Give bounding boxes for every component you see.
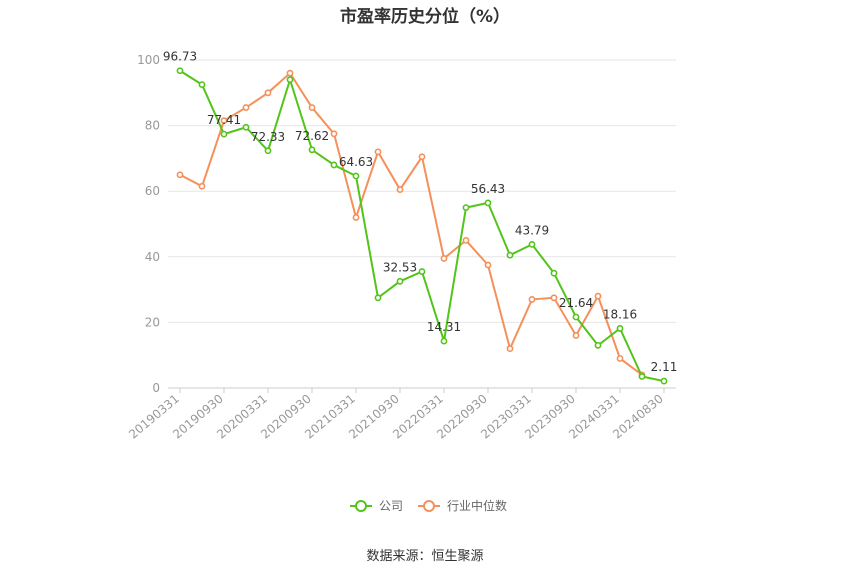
series-line-0 (179, 69, 665, 383)
data-point (352, 172, 360, 180)
data-point (352, 214, 360, 221)
data-point (286, 76, 294, 84)
data-point (198, 81, 206, 88)
legend-swatch-marker (423, 500, 435, 512)
data-point (396, 186, 404, 193)
data-point (506, 345, 514, 353)
data-point (440, 337, 448, 345)
data-labels: 96.73 77.41 72.33 72.62 64.63 32.53 14.31 56.43… (163, 50, 678, 374)
data-point (572, 313, 580, 321)
data-point (242, 123, 250, 131)
data-label: 96.73 (163, 50, 197, 64)
data-label: 2.11 (651, 360, 678, 374)
data-point (484, 199, 492, 207)
grid-lines (168, 59, 676, 323)
data-point (308, 146, 316, 154)
data-point (198, 182, 206, 190)
data-point (220, 130, 228, 138)
data-label: 32.53 (383, 260, 417, 274)
data-point (550, 294, 558, 302)
series-line-1 (179, 71, 643, 376)
data-point (308, 104, 316, 111)
data-point (572, 332, 580, 339)
data-label: 21.64 (559, 296, 593, 310)
data-point (462, 236, 470, 244)
data-point (550, 269, 558, 277)
chart-title: 市盈率历史分位（%） (339, 7, 511, 27)
data-label: 72.33 (251, 130, 285, 144)
data-point (660, 377, 668, 385)
legend-label: 公司 (379, 499, 403, 513)
y-tick-label: 60 (145, 184, 160, 198)
axes: 0204060801002019033120190930202003312020… (126, 53, 676, 442)
data-point (616, 325, 624, 332)
data-point (528, 296, 536, 303)
data-point (374, 148, 382, 156)
data-point (440, 255, 448, 262)
data-point (396, 277, 404, 285)
data-point (462, 204, 470, 211)
data-label: 43.79 (515, 223, 549, 237)
data-point (330, 130, 338, 138)
data-point (264, 147, 272, 155)
data-point (594, 341, 602, 349)
data-point (638, 373, 646, 380)
data-point (418, 153, 426, 161)
data-label: 77.41 (207, 113, 241, 127)
data-point (506, 251, 514, 259)
data-point (264, 89, 272, 97)
data-source: 数据来源：恒生聚源 (366, 549, 484, 564)
y-tick-label: 100 (137, 53, 160, 67)
data-point (374, 294, 382, 302)
data-point (330, 161, 338, 169)
data-label: 14.31 (427, 320, 461, 334)
data-point (176, 67, 184, 75)
y-tick-label: 20 (145, 315, 160, 329)
data-point (176, 171, 184, 179)
data-point (220, 117, 228, 125)
legend-label: 行业中位数 (447, 498, 507, 513)
data-label: 56.43 (471, 182, 505, 196)
data-point (528, 240, 536, 248)
legend: 公司 行业中位数 (350, 498, 507, 513)
data-point (594, 292, 602, 300)
data-point (286, 69, 294, 77)
series-layer (176, 67, 668, 385)
y-tick-label: 0 (152, 381, 160, 395)
data-point (242, 104, 250, 111)
data-label: 64.63 (339, 155, 373, 169)
data-point (418, 268, 426, 275)
data-point (616, 355, 624, 362)
legend-swatch-marker (355, 500, 367, 512)
y-tick-label: 40 (145, 250, 160, 264)
data-label: 72.62 (295, 129, 329, 143)
data-label: 18.16 (603, 307, 637, 321)
y-tick-label: 80 (145, 119, 160, 133)
data-point (484, 261, 492, 269)
